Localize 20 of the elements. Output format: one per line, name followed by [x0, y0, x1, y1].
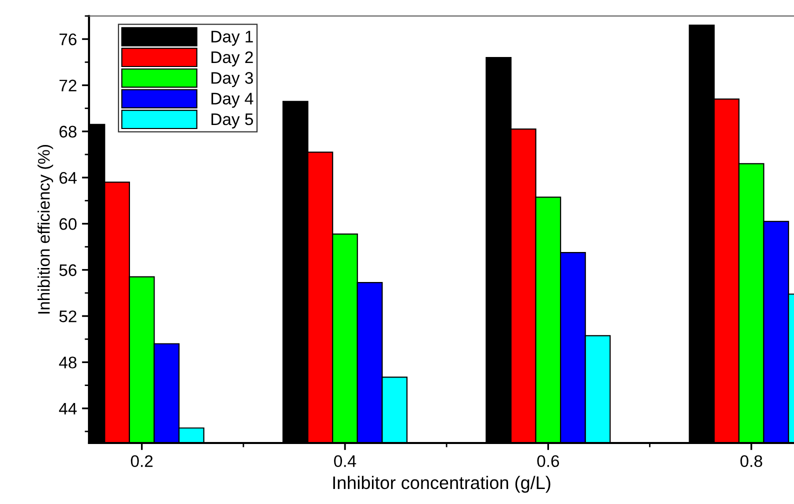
legend-label: Day 5 — [212, 114, 253, 128]
y-tick-label: 72 — [60, 80, 76, 92]
y-tick-label: 56 — [59, 264, 76, 276]
legend-label: Day 1 — [212, 30, 253, 46]
legend-label: Day 4 — [212, 92, 254, 108]
y-tick-label: 44 — [59, 402, 77, 414]
x-tick-label: 0.8 — [740, 455, 762, 468]
y-axis-title: Inhibition efficiency (%) — [38, 144, 54, 314]
y-tick-label: 60 — [60, 218, 77, 230]
legend-label: Day 2 — [212, 51, 253, 66]
y-tick-label: 64 — [60, 172, 77, 184]
y-tick-label: 76 — [60, 33, 76, 46]
y-tick-label: 52 — [59, 310, 76, 322]
legend-label: Day 3 — [212, 72, 253, 88]
x-tick-label: 0.2 — [130, 455, 153, 468]
x-axis-title: Inhibitor concentration (g/L) — [333, 476, 550, 493]
y-tick-label: 48 — [59, 356, 76, 368]
y-tick-label: 68 — [60, 126, 76, 138]
x-tick-label: 0.6 — [537, 455, 560, 468]
x-tick-label: 0.4 — [334, 455, 356, 468]
